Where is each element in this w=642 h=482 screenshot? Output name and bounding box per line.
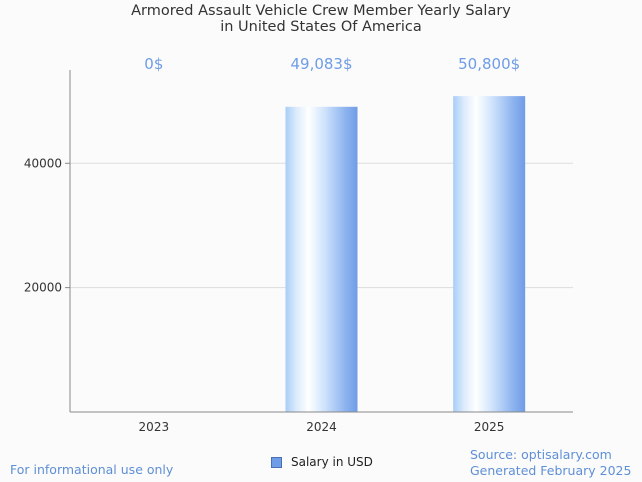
x-tick-label-2025: 2025	[474, 420, 505, 434]
legend-label: Salary in USD	[291, 455, 373, 469]
source-text: Source: optisalary.com	[470, 447, 612, 462]
x-tick-label-2024: 2024	[306, 420, 337, 434]
generated-text: Generated February 2025	[470, 463, 632, 478]
chart-title-line2: in United States Of America	[220, 18, 422, 35]
data-label-2025: 50,800$	[458, 55, 520, 73]
source-note: Source: optisalary.com Generated Februar…	[470, 447, 631, 479]
legend-swatch	[271, 456, 282, 468]
bar-2025	[453, 96, 526, 412]
data-label-2024: 49,083$	[290, 55, 352, 73]
chart-legend: Salary in USD	[271, 454, 373, 470]
disclaimer-text: For informational use only	[10, 462, 174, 477]
x-tick-label-2023: 2023	[139, 420, 170, 434]
y-tick-label: 40000	[24, 156, 62, 170]
data-label-2023: 0$	[144, 55, 163, 73]
chart-title-line1: Armored Assault Vehicle Crew Member Year…	[131, 3, 511, 19]
y-tick-label: 20000	[24, 281, 62, 295]
bar-2024	[285, 106, 358, 413]
chart-title: Armored Assault Vehicle Crew Member Year…	[0, 3, 642, 35]
